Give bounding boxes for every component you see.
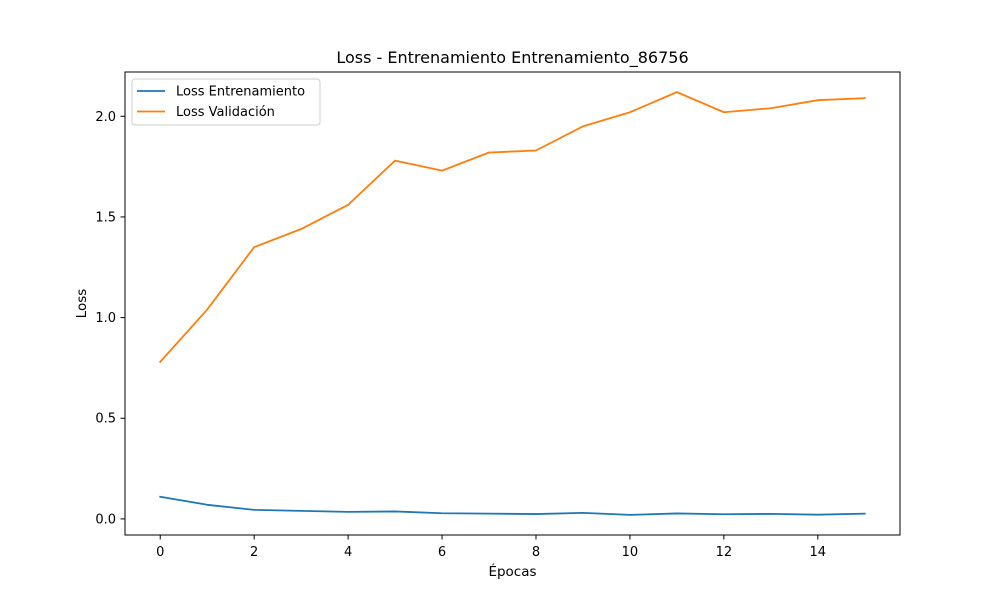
x-axis-ticks: 0 2 4 6 8 10 12 14 <box>156 535 826 560</box>
y-tick-label: 0.5 <box>95 412 116 427</box>
x-tick-label: 12 <box>716 545 733 560</box>
x-tick-label: 2 <box>250 545 258 560</box>
x-tick-label: 0 <box>156 545 164 560</box>
x-tick-label: 10 <box>622 545 639 560</box>
legend-label-1: Loss Validación <box>176 105 275 120</box>
axes-frame <box>124 71 901 536</box>
x-tick-label: 14 <box>810 545 827 560</box>
legend: Loss Entrenamiento Loss Validación <box>131 78 321 126</box>
series-line-1 <box>158 91 866 364</box>
lines-layer <box>158 91 866 516</box>
y-axis-label: Loss <box>74 289 90 319</box>
x-tick-label: 8 <box>532 545 540 560</box>
legend-label-0: Loss Entrenamiento <box>176 85 305 100</box>
y-tick-label: 1.5 <box>95 210 116 225</box>
y-tick-label: 1.0 <box>95 311 116 326</box>
legend-box <box>131 78 321 126</box>
x-tick-label: 4 <box>344 545 352 560</box>
x-axis-label: Épocas <box>488 563 536 580</box>
y-tick-label: 2.0 <box>95 110 116 125</box>
y-axis-ticks: 0.0 0.5 1.0 1.5 2.0 <box>95 110 125 527</box>
y-tick-label: 0.0 <box>95 512 116 527</box>
series-line-0 <box>159 495 866 516</box>
chart-title: Loss - Entrenamiento Entrenamiento_86756 <box>336 48 688 68</box>
plot-area: 0 2 4 6 8 10 12 14 0.0 0.5 1.0 1.5 2.0 <box>95 71 901 560</box>
x-tick-label: 6 <box>438 545 446 560</box>
